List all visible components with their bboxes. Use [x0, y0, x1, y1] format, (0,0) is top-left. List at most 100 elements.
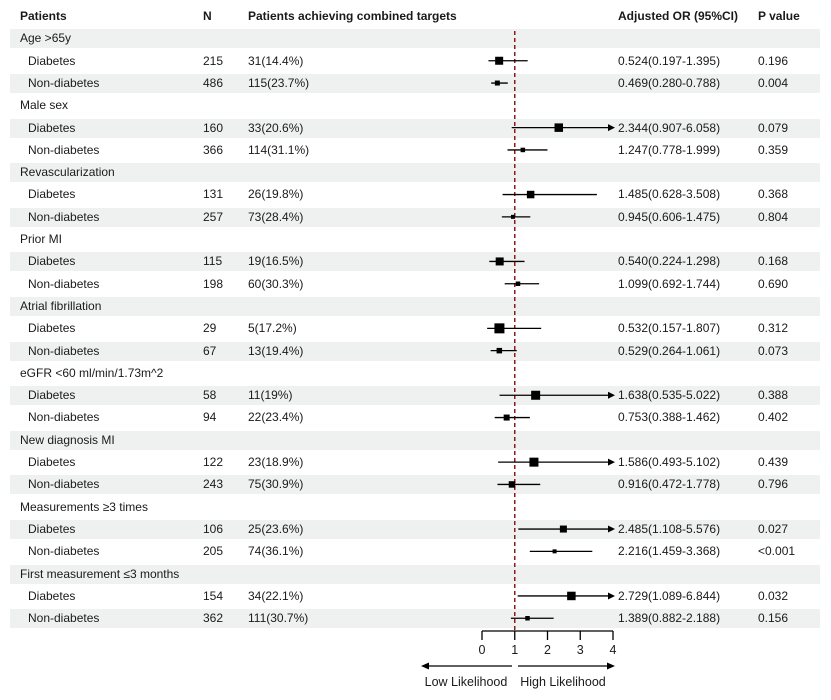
cell-n: 67: [203, 343, 217, 358]
cell-or-ci: 0.945(0.606-1.475): [618, 209, 721, 224]
cell-p-value: 0.168: [758, 254, 789, 269]
row-label: Diabetes: [28, 388, 76, 403]
cell-n: 215: [203, 53, 224, 68]
col-header-p: P value: [758, 9, 800, 23]
cell-achieving: 74(36.1%): [248, 544, 304, 559]
table-row: Diabetes 106 25(23.6%) 2.485(1.108-5.576) 0.…: [0, 518, 831, 541]
x-axis-tick-label: 2: [544, 643, 551, 657]
table-row: Non-diabetes 257 73(28.4%) 0.945(0.606-1.47…: [0, 206, 831, 229]
cell-n: 362: [203, 611, 224, 626]
group-row: Measurements ≥3 times: [0, 496, 831, 519]
cell-or-ci: 2.485(1.108-5.576): [618, 521, 721, 536]
low-likelihood-arrowhead: [421, 662, 429, 670]
row-stripe: [10, 519, 820, 539]
cell-or-ci: 2.729(1.089-6.844): [618, 588, 721, 603]
cell-achieving: 25(23.6%): [248, 521, 304, 536]
subgroup-label: eGFR <60 ml/min/1.73m^2: [20, 365, 164, 380]
cell-achieving: 115(23.7%): [248, 75, 310, 90]
x-axis-tick-label: 4: [610, 643, 617, 657]
group-row: eGFR <60 ml/min/1.73m^2: [0, 362, 831, 385]
group-row: Age >65y: [0, 27, 831, 50]
cell-achieving: 11(19%): [248, 388, 293, 403]
col-header-patients: Patients: [20, 9, 67, 23]
subgroup-label: Prior MI: [20, 232, 62, 246]
table-row: Non-diabetes 94 22(23.4%) 0.753(0.388-1.462…: [0, 406, 831, 429]
row-stripe: [10, 386, 820, 406]
row-stripe: [10, 296, 820, 316]
cell-or-ci: 0.753(0.388-1.462): [618, 410, 721, 425]
col-header-or: Adjusted OR (95%CI): [618, 9, 739, 23]
group-row: New diagnosis MI: [0, 429, 831, 452]
row-label: Non-diabetes: [28, 75, 100, 90]
subgroup-label: Age >65y: [20, 31, 72, 46]
cell-or-ci: 0.532(0.157-1.807): [618, 321, 721, 336]
cell-or-ci: 1.638(0.535-5.022): [618, 388, 721, 403]
cell-p-value: 0.196: [758, 53, 789, 68]
cell-or-ci: 1.389(0.882-2.188): [618, 611, 721, 626]
cell-n: 106: [203, 521, 224, 536]
subgroup-label: Male sex: [20, 98, 69, 113]
cell-achieving: 19(16.5%): [248, 254, 304, 269]
table-row: Non-diabetes 198 60(30.3%) 1.099(0.692-1.74…: [0, 273, 831, 296]
group-row: Revascularization: [0, 161, 831, 184]
cell-p-value: 0.690: [758, 276, 789, 291]
cell-p-value: 0.402: [758, 410, 789, 425]
row-stripe: [10, 475, 820, 495]
table-row: Non-diabetes 486 115(23.7%) 0.469(0.280-0.7…: [0, 72, 831, 95]
x-axis-tick-label: 1: [511, 643, 518, 657]
table-row: Diabetes 215 31(14.4%) 0.524(0.197-1.395) 0.…: [0, 50, 831, 73]
row-label: Diabetes: [28, 187, 76, 202]
high-likelihood-label: High Likelihood: [520, 675, 606, 689]
row-label: Non-diabetes: [28, 611, 100, 626]
cell-achieving: 26(19.8%): [248, 187, 304, 202]
row-label: Non-diabetes: [28, 142, 100, 157]
table-row: Diabetes 131 26(19.8%) 1.485(0.628-3.508) 0.…: [0, 183, 831, 206]
group-row: Atrial fibrillation: [0, 295, 831, 318]
subgroup-label: Revascularization: [20, 165, 115, 180]
row-stripe: [10, 163, 820, 183]
cell-p-value: 0.312: [758, 321, 789, 336]
row-label: Diabetes: [28, 455, 76, 469]
x-axis-tick-label: 0: [479, 643, 486, 657]
table-row: Diabetes 160 33(20.6%) 2.344(0.907-6.058) 0.…: [0, 117, 831, 140]
cell-n: 154: [203, 588, 224, 603]
cell-or-ci: 1.247(0.778-1.999): [618, 142, 721, 157]
row-stripe: [10, 341, 820, 361]
cell-achieving: 60(30.3%): [248, 276, 304, 291]
row-stripe: [10, 564, 820, 584]
cell-p-value: 0.388: [758, 388, 789, 403]
table-row: Non-diabetes 362 111(30.7%) 1.389(0.882-2.1…: [0, 607, 831, 630]
row-label: Non-diabetes: [28, 477, 100, 492]
cell-p-value: 0.368: [758, 187, 789, 202]
cell-or-ci: 0.524(0.197-1.395): [618, 53, 721, 68]
row-stripe: [10, 609, 820, 629]
table-row: Diabetes 29 5(17.2%) 0.532(0.157-1.807) 0.31…: [0, 317, 831, 340]
cell-or-ci: 1.099(0.692-1.744): [618, 276, 721, 291]
cell-or-ci: 1.485(0.628-3.508): [618, 187, 721, 202]
cell-n: 198: [203, 276, 224, 291]
cell-achieving: 31(14.4%): [248, 53, 304, 68]
cell-p-value: 0.027: [758, 521, 789, 536]
row-label: Diabetes: [28, 321, 76, 336]
cell-or-ci: 0.540(0.224-1.298): [618, 254, 721, 269]
cell-achieving: 5(17.2%): [248, 321, 297, 336]
cell-n: 243: [203, 477, 224, 492]
cell-achieving: 13(19.4%): [248, 343, 304, 358]
cell-n: 257: [203, 209, 224, 224]
row-label: Diabetes: [28, 53, 76, 68]
row-stripe: [10, 207, 820, 227]
cell-achieving: 34(22.1%): [248, 588, 304, 603]
cell-p-value: 0.156: [758, 611, 789, 626]
table-row: Non-diabetes 366 114(31.1%) 1.247(0.778-1.9…: [0, 139, 831, 162]
row-label: Diabetes: [28, 521, 76, 536]
cell-p-value: 0.073: [758, 343, 789, 358]
row-stripe: [10, 73, 820, 93]
table-row: Diabetes 154 34(22.1%) 2.729(1.089-6.844) 0.…: [0, 585, 831, 608]
cell-or-ci: 0.529(0.264-1.061): [618, 343, 721, 358]
row-label: Non-diabetes: [28, 276, 100, 291]
col-header-achieving: Patients achieving combined targets: [248, 9, 457, 23]
cell-p-value: 0.032: [758, 588, 789, 603]
cell-p-value: 0.359: [758, 142, 789, 157]
table-row: Diabetes 122 23(18.9%) 1.586(0.493-5.102) 0.…: [0, 451, 831, 474]
subgroup-label: Atrial fibrillation: [20, 298, 102, 313]
